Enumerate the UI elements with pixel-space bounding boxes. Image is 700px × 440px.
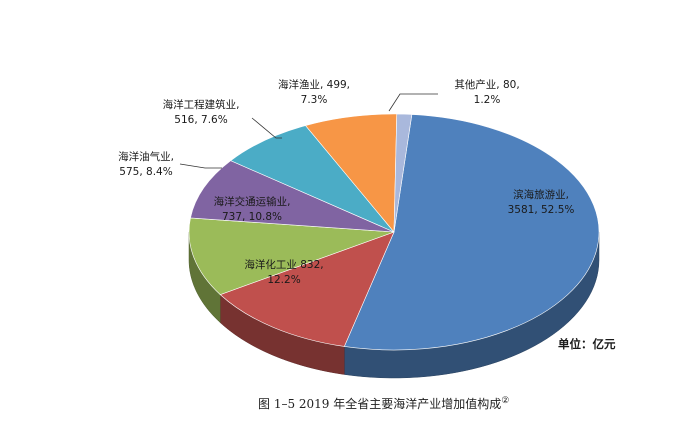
data-label-3: 海洋油气业, 575, 8.4% [118, 150, 174, 178]
slice-0 [343, 114, 600, 351]
data-label-value-1: 12.2% [267, 274, 300, 286]
slice-6 [393, 113, 413, 233]
data-label-2: 海洋交通运输业, 737, 10.8% [214, 195, 291, 223]
data-label-1: 海洋化工业 832, 12.2% [244, 258, 323, 286]
pie-tops [188, 113, 600, 351]
data-label-name-1: 海洋化工业 832, [244, 258, 323, 271]
data-label-value-2: 737, 10.8% [222, 211, 282, 223]
figure-caption-note: ② [501, 396, 509, 406]
data-label-6: 其他产业, 80, 1.2% [454, 78, 519, 106]
data-label-name-2: 海洋交通运输业, [214, 195, 291, 208]
leader-line-3 [179, 163, 222, 169]
unit-label: 单位：亿元 [558, 337, 616, 351]
slice-1 [219, 231, 395, 347]
leader-line-6 [388, 93, 438, 112]
leader-line-4 [251, 117, 282, 139]
slice-2 [188, 217, 395, 295]
data-label-name-6: 其他产业, 80, [454, 78, 519, 91]
figure-caption: 图 1–5 2019 年全省主要海洋产业增加值构成② [258, 396, 509, 411]
data-label-name-3: 海洋油气业, [118, 150, 174, 163]
figure-caption-text: 图 1–5 2019 年全省主要海洋产业增加值构成 [258, 396, 501, 411]
data-label-value-4: 516, 7.6% [174, 114, 227, 126]
data-label-5: 海洋渔业, 499, 7.3% [278, 78, 350, 106]
data-label-value-6: 1.2% [474, 94, 501, 106]
data-label-value-3: 575, 8.4% [119, 166, 172, 178]
data-label-0: 滨海旅游业, 3581, 52.5% [508, 188, 575, 216]
data-label-4: 海洋工程建筑业, 516, 7.6% [163, 98, 240, 126]
data-label-name-4: 海洋工程建筑业, [163, 98, 240, 111]
data-label-value-5: 7.3% [301, 94, 328, 106]
slice-4 [230, 125, 395, 233]
data-label-value-0: 3581, 52.5% [508, 204, 575, 216]
data-label-name-0: 滨海旅游业, [513, 188, 569, 201]
slice-labels: 滨海旅游业, 3581, 52.5% 海洋化工业 832, 12.2% 海洋交通运输业,… [118, 78, 574, 286]
data-label-name-5: 海洋渔业, 499, [278, 78, 350, 91]
slice-3 [190, 160, 395, 233]
